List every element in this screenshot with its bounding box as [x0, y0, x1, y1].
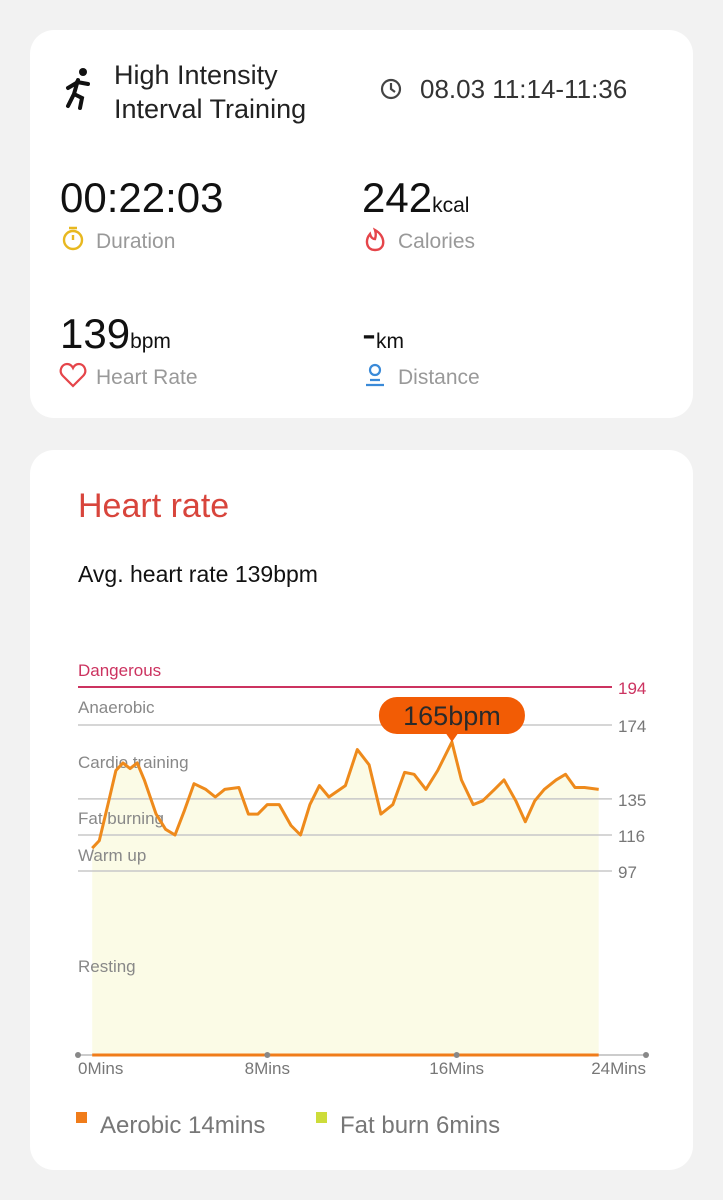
x-tick: [264, 1052, 271, 1058]
x-tick-label: 16Mins: [429, 1059, 484, 1078]
y-tick-label: 174: [618, 717, 646, 736]
annotation-label: 165bpm: [403, 701, 501, 731]
activity-icon: [66, 68, 90, 110]
heart-rate-line: [91, 740, 599, 850]
clock-icon: [380, 78, 402, 100]
activity-title: Interval Training: [114, 94, 306, 124]
legend-swatch: [316, 1112, 327, 1123]
zone-label: Warm up: [78, 846, 146, 865]
x-tick: [453, 1052, 460, 1058]
x-tick: [643, 1052, 649, 1058]
metric-label: Calories: [398, 230, 475, 253]
annotation-pointer: [444, 732, 459, 743]
zone-label: Resting: [78, 957, 136, 976]
metric-value: -km: [362, 310, 404, 357]
distance-icon: [366, 363, 384, 387]
x-tick: [75, 1052, 81, 1058]
activity-time: 08.03 11:14-11:36: [420, 74, 627, 104]
calories-icon: [365, 227, 385, 252]
x-tick-label: 24Mins: [591, 1059, 646, 1078]
activity-title: High Intensity: [114, 60, 278, 90]
summary-card: [30, 30, 693, 418]
metric-label: Heart Rate: [96, 366, 198, 389]
annotation-box: [378, 697, 525, 735]
y-tick-label: 97: [618, 863, 637, 882]
metric-label: Duration: [96, 230, 175, 253]
duration-icon: [62, 226, 84, 251]
card-title: Heart rate: [78, 487, 229, 525]
zone-label: Cardio training: [78, 753, 189, 772]
zone-label: Anaerobic: [78, 698, 155, 717]
legend-label: Fat burn 6mins: [340, 1112, 500, 1139]
legend-label: Aerobic 14mins: [100, 1112, 265, 1139]
y-tick-label: 135: [618, 791, 646, 810]
area-fill: [92, 742, 599, 1055]
heart-icon: [59, 362, 87, 388]
average-heart-rate: Avg. heart rate 139bpm: [78, 561, 318, 587]
x-tick-label: 0Mins: [78, 1059, 123, 1078]
zone-label: Dangerous: [78, 661, 161, 680]
metric-value: 242kcal: [362, 174, 469, 221]
x-tick-label: 8Mins: [245, 1059, 290, 1078]
heart-rate-chart: 97 116 135 174 194 Dangerous Anaerobic Cardio t…: [75, 661, 649, 1139]
legend-swatch: [76, 1112, 87, 1123]
metric-value: 00:22:03: [60, 174, 224, 221]
metric-value: 139bpm: [60, 310, 171, 357]
y-tick-label: 194: [618, 679, 646, 698]
metric-label: Distance: [398, 366, 480, 389]
y-tick-label: 116: [618, 827, 645, 846]
zone-label: Fat burning: [78, 809, 164, 828]
